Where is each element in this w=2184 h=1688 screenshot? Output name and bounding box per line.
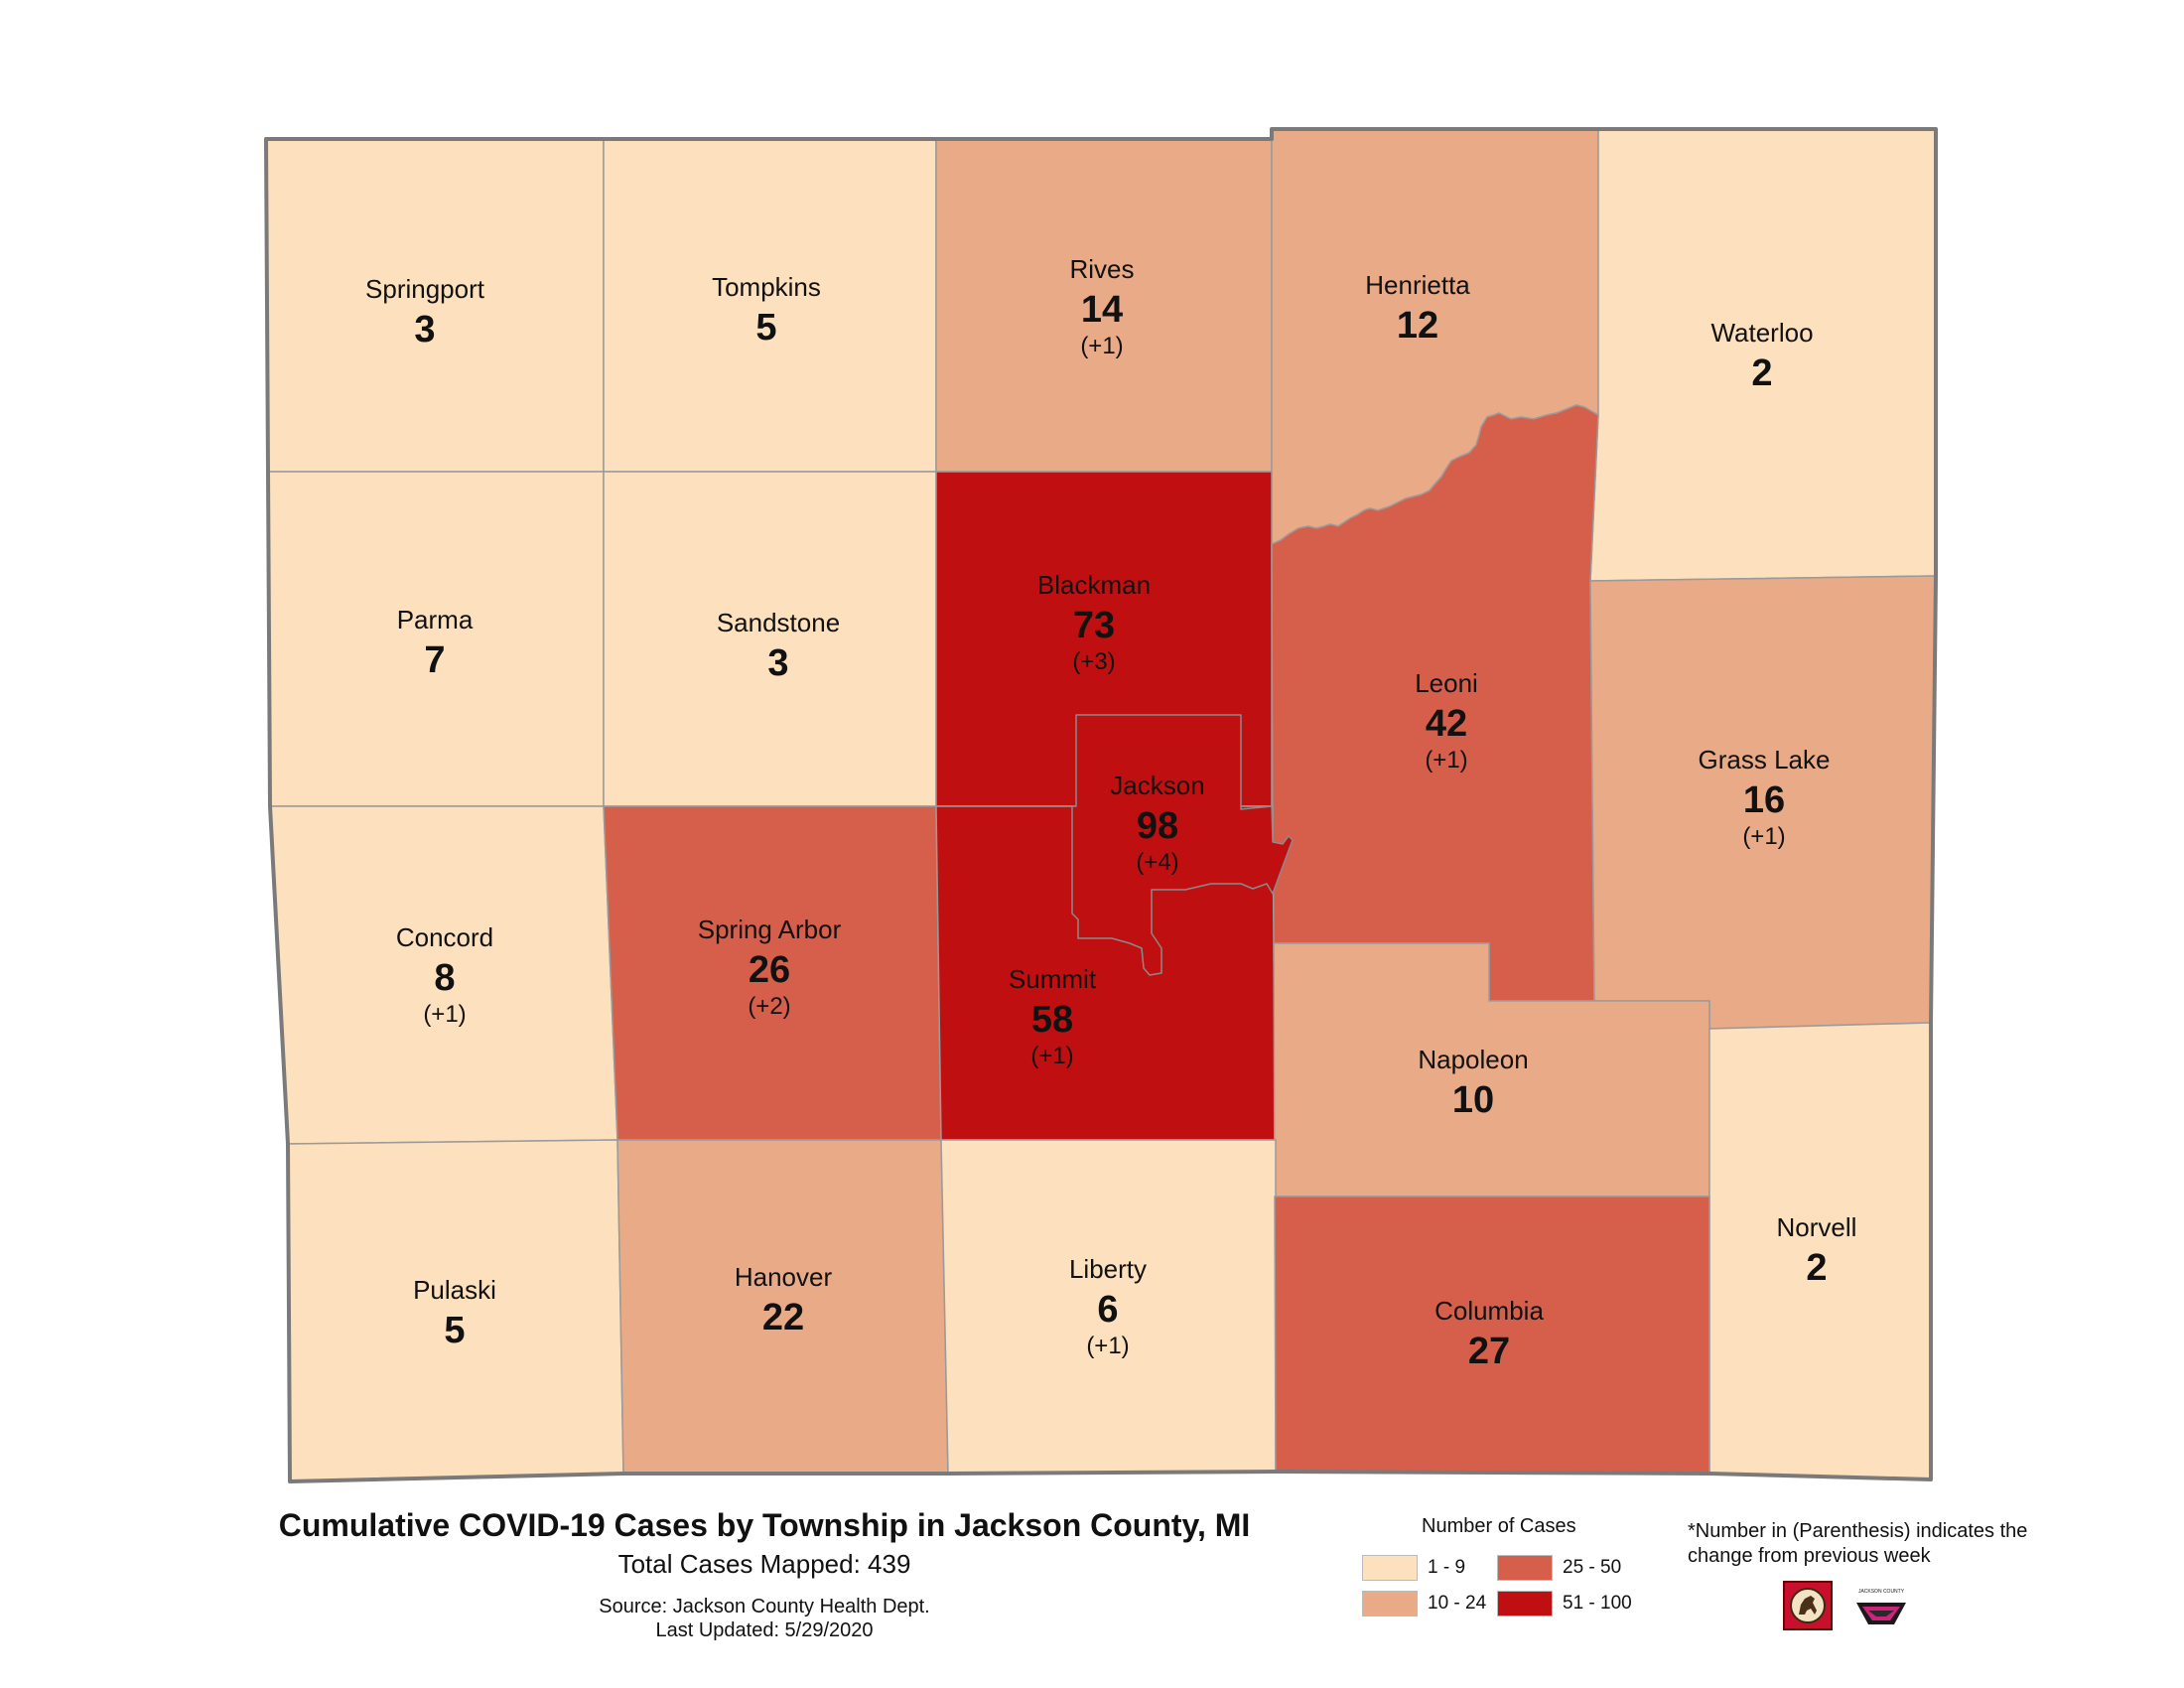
svg-text:(+1): (+1)	[1086, 1333, 1129, 1359]
legend-label: 1 - 9	[1428, 1557, 1466, 1578]
svg-text:Concord: Concord	[396, 922, 493, 952]
horse-seal-icon	[1783, 1581, 1833, 1630]
svg-text:JACKSON COUNTY: JACKSON COUNTY	[1858, 1589, 1905, 1595]
township-leoni[interactable]	[1271, 404, 1599, 1002]
label-napoleon: Napoleon 10	[1418, 1045, 1528, 1121]
svg-text:14: 14	[1081, 289, 1123, 331]
legend-swatch	[1497, 1591, 1553, 1617]
label-leoni: Leoni 42 (+1)	[1415, 668, 1478, 774]
svg-text:22: 22	[762, 1297, 804, 1338]
svg-text:Pulaski: Pulaski	[413, 1275, 496, 1305]
svg-text:Rives: Rives	[1069, 254, 1134, 284]
svg-text:3: 3	[414, 309, 435, 351]
legend-swatch	[1362, 1591, 1418, 1617]
svg-text:Summit: Summit	[1009, 964, 1097, 994]
svg-text:Grass Lake: Grass Lake	[1699, 745, 1831, 774]
svg-text:26: 26	[749, 949, 790, 991]
legend-label: 10 - 24	[1428, 1593, 1487, 1614]
svg-text:Waterloo: Waterloo	[1710, 318, 1813, 348]
label-liberty: Liberty 6 (+1)	[1069, 1254, 1147, 1359]
label-blackman: Blackman 73 (+3)	[1037, 570, 1151, 675]
label-concord: Concord 8 (+1)	[396, 922, 493, 1028]
svg-text:Columbia: Columbia	[1434, 1296, 1544, 1326]
label-jackson: Jackson 98 (+4)	[1110, 771, 1204, 876]
jackson-county-logo-icon: JACKSON COUNTY	[1856, 1589, 1906, 1624]
svg-text:Blackman: Blackman	[1037, 570, 1151, 600]
legend-label: 51 - 100	[1563, 1593, 1632, 1614]
label-springport: Springport 3	[365, 274, 485, 351]
svg-text:Spring Arbor: Spring Arbor	[698, 914, 842, 944]
svg-text:5: 5	[444, 1310, 465, 1351]
legend-swatch	[1497, 1555, 1553, 1581]
legend-swatch	[1362, 1555, 1418, 1581]
legend-title: Number of Cases	[1422, 1515, 1576, 1537]
svg-text:Jackson: Jackson	[1110, 771, 1204, 800]
svg-text:Tompkins: Tompkins	[712, 272, 821, 302]
label-henrietta: Henrietta 12	[1365, 270, 1470, 347]
svg-text:8: 8	[434, 957, 455, 999]
svg-text:Sandstone: Sandstone	[717, 608, 840, 637]
svg-text:Napoleon: Napoleon	[1418, 1045, 1528, 1074]
label-sandstone: Sandstone 3	[717, 608, 840, 684]
legend-label: 25 - 50	[1563, 1557, 1622, 1578]
township-sandstone[interactable]	[603, 471, 937, 807]
svg-text:(+1): (+1)	[1425, 747, 1467, 774]
svg-text:(+4): (+4)	[1136, 849, 1178, 876]
last-updated: Last Updated: 5/29/2020	[655, 1619, 874, 1641]
label-columbia: Columbia 27	[1434, 1296, 1544, 1372]
svg-text:Springport: Springport	[365, 274, 485, 304]
svg-text:Liberty: Liberty	[1069, 1254, 1147, 1284]
svg-text:3: 3	[767, 642, 788, 684]
label-hanover: Hanover 22	[735, 1262, 833, 1338]
svg-text:(+1): (+1)	[423, 1001, 466, 1028]
svg-text:42: 42	[1426, 703, 1467, 745]
label-norvell: Norvell 2	[1777, 1212, 1857, 1289]
svg-text:7: 7	[424, 639, 445, 681]
svg-text:5: 5	[755, 307, 776, 349]
source-block: Source: Jackson County Health Dept. Last…	[238, 1595, 1291, 1642]
svg-text:(+1): (+1)	[1080, 333, 1123, 359]
county-boundary	[264, 127, 1938, 1483]
label-grass-lake: Grass Lake 16 (+1)	[1699, 745, 1831, 850]
label-waterloo: Waterloo 2	[1710, 318, 1813, 394]
map-title: Cumulative COVID-19 Cases by Township in…	[278, 1507, 1251, 1543]
svg-text:2: 2	[1806, 1247, 1827, 1289]
svg-text:10: 10	[1452, 1079, 1494, 1121]
svg-text:Norvell: Norvell	[1777, 1212, 1857, 1242]
svg-text:27: 27	[1468, 1331, 1510, 1372]
svg-text:Henrietta: Henrietta	[1365, 270, 1470, 300]
svg-text:(+3): (+3)	[1072, 648, 1115, 675]
label-parma: Parma 7	[397, 605, 474, 681]
svg-text:16: 16	[1743, 779, 1785, 821]
svg-text:73: 73	[1073, 605, 1115, 646]
label-pulaski: Pulaski 5	[413, 1275, 496, 1351]
svg-text:(+1): (+1)	[1030, 1043, 1073, 1069]
label-spring-arbor: Spring Arbor 26 (+2)	[698, 914, 842, 1020]
svg-text:Parma: Parma	[397, 605, 474, 634]
svg-text:Hanover: Hanover	[735, 1262, 833, 1292]
township-springport[interactable]	[265, 138, 605, 473]
svg-text:98: 98	[1137, 805, 1178, 847]
svg-text:2: 2	[1751, 352, 1772, 394]
label-summit: Summit 58 (+1)	[1009, 964, 1097, 1069]
township-jackson[interactable]	[1071, 714, 1294, 976]
svg-text:12: 12	[1397, 305, 1438, 347]
label-tompkins: Tompkins 5	[712, 272, 821, 349]
total-cases: Total Cases Mapped: 439	[617, 1549, 911, 1579]
label-rives: Rives 14 (+1)	[1069, 254, 1134, 359]
source-text: Source: Jackson County Health Dept.	[599, 1596, 930, 1618]
township-tompkins[interactable]	[603, 138, 937, 473]
svg-text:(+1): (+1)	[1742, 823, 1785, 850]
svg-text:(+2): (+2)	[748, 993, 790, 1020]
parenthesis-note: *Number in (Parenthesis) indicates the c…	[1688, 1520, 2028, 1567]
svg-text:6: 6	[1097, 1289, 1118, 1331]
svg-text:58: 58	[1031, 999, 1073, 1041]
svg-text:Leoni: Leoni	[1415, 668, 1478, 698]
